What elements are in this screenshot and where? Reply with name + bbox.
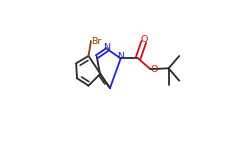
Text: N: N bbox=[117, 52, 124, 61]
Text: O: O bbox=[150, 65, 158, 74]
Text: O: O bbox=[141, 35, 148, 44]
Text: N: N bbox=[103, 43, 110, 52]
Text: Br: Br bbox=[91, 38, 102, 46]
